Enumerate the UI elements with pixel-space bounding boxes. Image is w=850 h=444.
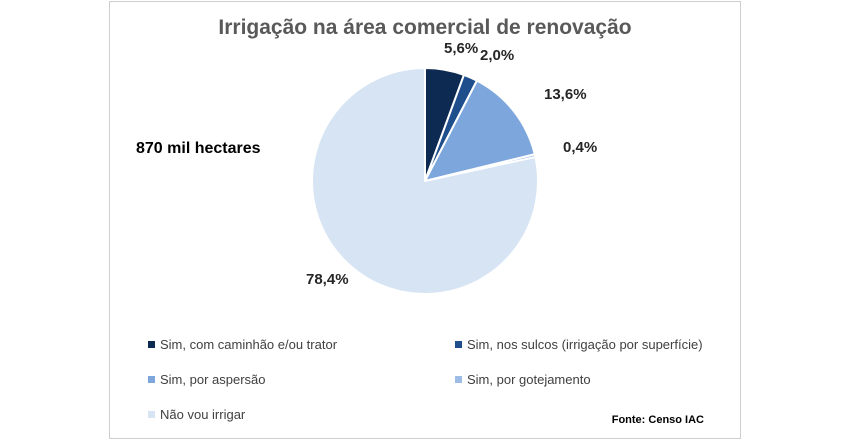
legend-label-2: Sim, nos sulcos (irrigação por superfíci… [467,337,703,352]
pie-chart: 5,6% 2,0% 13,6% 0,4% 78,4% [306,40,597,295]
data-label-4: 0,4% [563,139,597,156]
legend-swatch-5 [148,411,155,418]
legend-item-2: Sim, nos sulcos (irrigação por superfíci… [455,337,703,352]
legend-label-3: Sim, por aspersão [160,372,266,387]
legend-label-1: Sim, com caminhão e/ou trator [160,337,338,352]
legend-swatch-1 [148,341,155,348]
pie-slice-5 [311,66,539,295]
legend-item-4: Sim, por gotejamento [455,372,591,387]
legend-item-5: Não vou irrigar [148,407,245,422]
data-label-2: 2,0% [480,47,514,64]
legend-item-3: Sim, por aspersão [148,372,266,387]
chart-title: Irrigação na área comercial de renovação [218,16,632,39]
total-area-annotation: 870 mil hectares [136,140,261,157]
legend-label-5: Não vou irrigar [160,407,246,422]
legend-swatch-2 [455,341,462,348]
data-label-1: 5,6% [444,40,478,57]
legend-swatch-3 [148,376,155,383]
pie-slice-3 [423,79,537,183]
legend-swatch-4 [455,376,462,383]
data-label-5: 78,4% [306,271,349,288]
legend-item-1: Sim, com caminhão e/ou trator [148,337,337,352]
data-label-3: 13,6% [544,86,587,103]
source-note: Fonte: Censo IAC [611,414,704,426]
chart-frame: Irrigação na área comercial de renovação… [109,1,741,439]
legend-label-4: Sim, por gotejamento [467,372,591,387]
